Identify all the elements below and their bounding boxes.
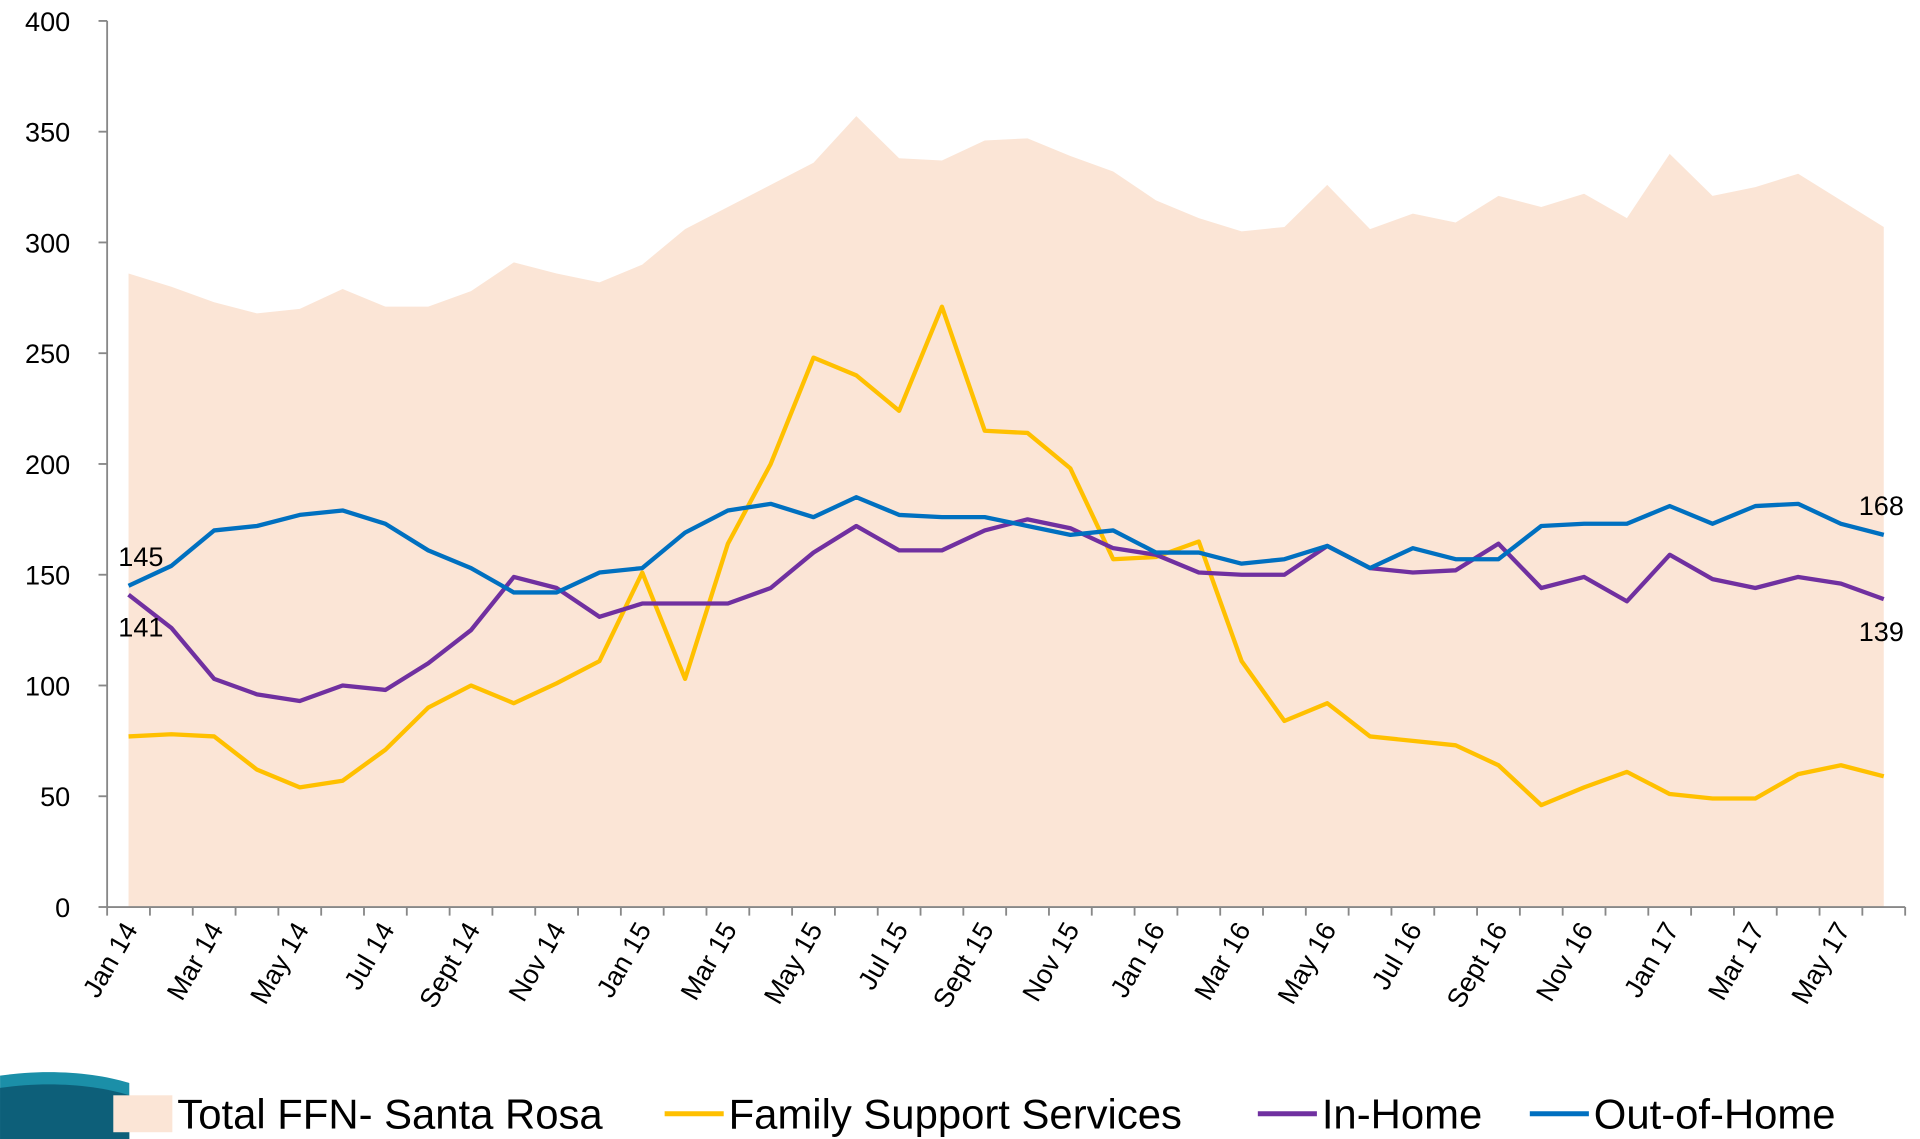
x-tick-label: Sept 16 (1440, 917, 1513, 1013)
y-tick-label: 100 (25, 670, 70, 701)
legend-swatch (113, 1095, 173, 1133)
x-tick-label: Mar 17 (1701, 917, 1770, 1005)
legend-label: In-Home (1322, 1091, 1482, 1138)
y-tick-label: 200 (25, 449, 70, 480)
y-tick-label: 50 (40, 781, 70, 812)
y-tick-label: 300 (25, 227, 70, 258)
x-tick-label: May 16 (1271, 917, 1342, 1009)
x-tick-label: Jul 15 (851, 917, 914, 995)
y-tick-label: 150 (25, 560, 70, 591)
decoration-swoosh (0, 1084, 130, 1139)
x-tick-label: Jan 14 (76, 917, 143, 1003)
x-tick-label: Jan 15 (590, 917, 657, 1003)
y-tick-label: 350 (25, 117, 70, 148)
x-tick-label: Jan 16 (1104, 917, 1171, 1003)
x-tick-label: Sept 14 (413, 917, 486, 1013)
x-tick-label: Nov 14 (502, 917, 572, 1007)
y-tick-label: 250 (25, 338, 70, 369)
line (128, 304, 1885, 808)
area (128, 116, 1884, 908)
x-tick-label: Mar 16 (1188, 917, 1257, 1005)
legend-label: Total FFN- Santa Rosa (177, 1091, 603, 1138)
x-tick-label: Mar 14 (160, 917, 229, 1005)
data-label: 141 (118, 612, 163, 643)
data-label: 168 (1859, 490, 1904, 521)
y-tick-label: 400 (25, 6, 70, 37)
data-label: 145 (118, 541, 163, 572)
x-tick-label: Nov 16 (1529, 917, 1599, 1007)
x-tick-label: May 17 (1785, 917, 1856, 1009)
x-tick-label: Nov 15 (1016, 917, 1086, 1007)
x-tick-label: Jul 16 (1365, 917, 1428, 995)
data-label: 139 (1859, 616, 1904, 647)
x-tick-label: Mar 15 (674, 917, 743, 1005)
x-tick-label: Jan 17 (1617, 917, 1684, 1003)
x-tick-label: Jul 14 (337, 917, 400, 995)
x-tick-label: May 15 (757, 917, 828, 1009)
x-tick-label: Sept 15 (926, 917, 999, 1013)
legend-label: Out-of-Home (1594, 1091, 1836, 1138)
y-tick-label: 0 (55, 892, 70, 923)
line (127, 517, 1885, 704)
x-tick-label: May 14 (244, 917, 315, 1009)
line (127, 495, 1885, 595)
legend-label: Family Support Services (729, 1091, 1182, 1138)
